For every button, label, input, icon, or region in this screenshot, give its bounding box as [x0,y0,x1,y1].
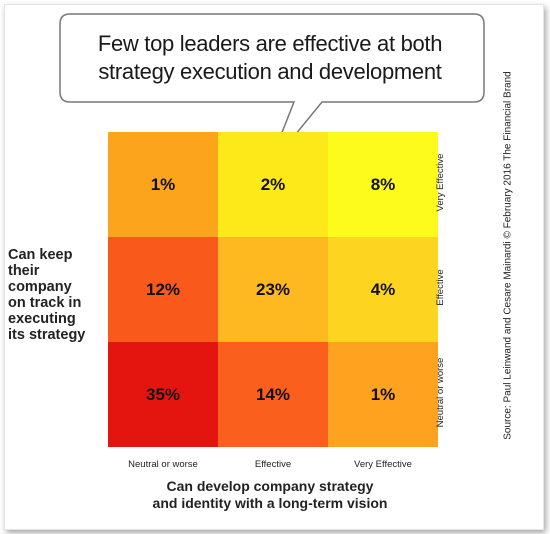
y-axis-title-line: their company [8,263,72,295]
y-tick-label: Very Effective [435,153,446,212]
heatmap-cell-value: 23% [255,279,291,299]
heatmap-cell-value: 8% [370,174,396,194]
heatmap-cell: 23% [218,237,328,342]
heatmap-cell: 2% [218,132,328,237]
x-axis-title-line: Can develop company strategy [166,478,374,494]
heatmap-cell: 8% [328,132,438,237]
y-axis-title-line: Can keep [8,247,73,263]
heatmap-cell-value: 35% [145,384,181,404]
y-axis-title: Can keep their company on track in execu… [8,247,103,343]
source-credit: Source: Paul Leinwand and Cesare Mainard… [502,71,514,440]
heatmap-cell-value: 14% [255,384,291,404]
callout-text: Few top leaders are effective at both st… [60,30,480,86]
heatmap-cell-value: 12% [145,279,181,299]
heatmap-cell-value: 1% [150,174,176,194]
x-tick-label: Neutral or worse [128,459,198,470]
y-tick-label: Neutral or worse [435,357,446,428]
heatmap-cell: 12% [108,237,218,342]
callout-line-2: strategy execution and development [98,59,442,84]
x-tick-label: Very Effective [354,459,412,470]
heatmap-cell: 35% [108,342,218,447]
y-axis-title-line: on track in [8,295,82,311]
x-tick-label: Effective [254,459,292,470]
callout-line-1: Few top leaders are effective at both [97,31,443,56]
heatmap-cell: 1% [108,132,218,237]
heatmap-cell-value: 4% [370,279,396,299]
y-axis-title-line: executing [8,311,76,327]
heatmap-cell: 4% [328,237,438,342]
heatmap-cell: 14% [218,342,328,447]
y-axis-title-line: its strategy [8,327,86,343]
y-tick-label: Effective [435,269,446,306]
x-axis-title: Can develop company strategy and identit… [90,478,450,512]
heatmap-cell-value: 1% [370,384,396,404]
x-axis-title-line: and identity with a long-term vision [152,495,388,511]
heatmap-cell: 1% [328,342,438,447]
heatmap-cell-value: 2% [260,174,286,194]
